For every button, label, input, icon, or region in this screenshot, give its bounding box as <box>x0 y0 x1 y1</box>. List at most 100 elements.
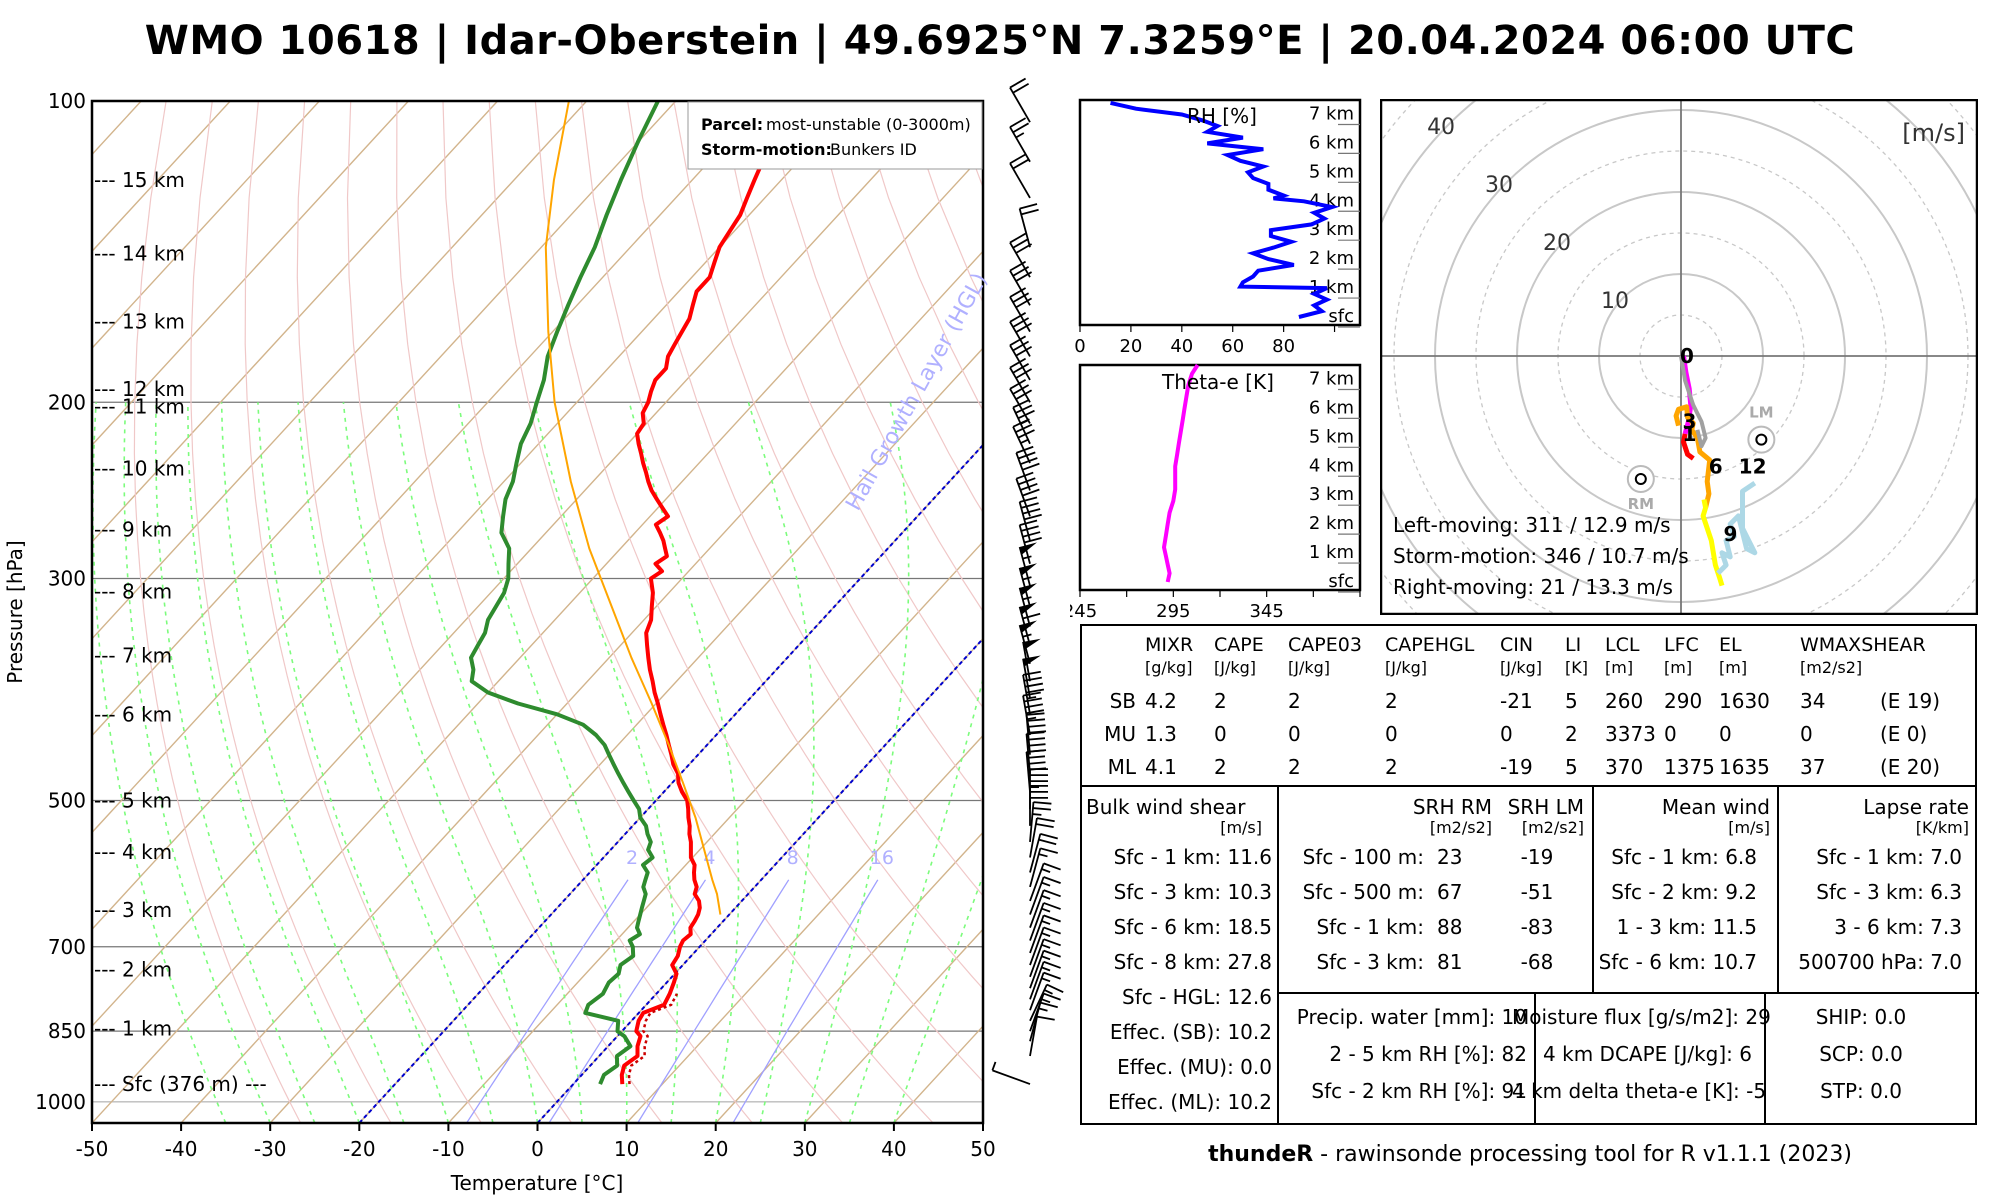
wind-barb <box>991 1061 1031 1085</box>
dry-adiabat <box>811 101 983 514</box>
mw-row: 1 - 3 km: 11.5 <box>1616 915 1757 939</box>
legend-storm-value: Bunkers ID <box>830 140 917 159</box>
mixing-ratio-label: 16 <box>870 847 894 869</box>
height-label: --- 12 km <box>94 377 185 401</box>
wind-barb <box>1009 232 1033 278</box>
panel-height-label: 5 km <box>1309 426 1354 447</box>
height-label: --- 10 km <box>94 457 185 481</box>
parcel-col-unit: [m2/s2] <box>1800 658 1863 677</box>
parcel-col-unit: [m] <box>1664 658 1693 677</box>
srh-lm-value: -68 <box>1520 950 1554 974</box>
panel-x-tick: 40 <box>1170 336 1193 357</box>
bulk-row: Sfc - 3 km: 10.3 <box>1113 880 1272 904</box>
bulk-row: Sfc - 6 km: 18.5 <box>1113 915 1272 939</box>
parcel-cell: 2 <box>1385 755 1398 779</box>
bulk-row: Effec. (ML): 10.2 <box>1107 1090 1272 1114</box>
wind-barb <box>1029 889 1061 929</box>
wind-barb <box>1015 471 1040 517</box>
hodo-segment <box>1716 481 1758 576</box>
parcel-cell: 2 <box>1565 722 1578 746</box>
parcel-cell: 3373 <box>1605 722 1656 746</box>
parcel-cell: 4.2 <box>1145 689 1177 713</box>
moist-adiabat <box>342 402 539 1123</box>
isotherm <box>804 928 983 1123</box>
dry-adiabat <box>488 101 934 1123</box>
chart-title: WMO 10618 | Idar-Oberstein | 49.6925°N 7… <box>144 18 1856 64</box>
x-tick-label: 0 <box>531 1137 544 1161</box>
moist-adiabat <box>893 873 983 1123</box>
dry-adiabat <box>190 101 392 1123</box>
x-tick-label: 30 <box>792 1137 817 1161</box>
hodo-ring-label: 10 <box>1601 289 1629 314</box>
hodo-unit-label: [m/s] <box>1902 119 1965 147</box>
x-tick-label: -50 <box>76 1137 109 1161</box>
panel-height-label: 2 km <box>1309 513 1354 534</box>
legend-parcel-value: most-unstable (0-3000m) <box>766 115 971 134</box>
parcel-cell: 1.3 <box>1145 722 1177 746</box>
x-tick-label: 40 <box>881 1137 906 1161</box>
dry-adiabat <box>580 101 983 990</box>
moist-row: Precip. water [mm]: 10 <box>1296 1005 1527 1029</box>
height-label: --- 5 km <box>94 789 172 813</box>
parcel-col-unit: [J/kg] <box>1288 658 1331 677</box>
flux-row: 4 km delta theta-e [K]: -5 <box>1512 1079 1767 1103</box>
x-tick-label: 10 <box>614 1137 639 1161</box>
panel-height-label: 4 km <box>1309 455 1354 476</box>
dewpoint-profile <box>469 101 660 1085</box>
wind-barb <box>1029 960 1061 1000</box>
flux-row: 4 km DCAPE [J/kg]: 6 <box>1543 1042 1752 1066</box>
footer: thundeR - rawinsonde processing tool for… <box>1080 1142 1980 1167</box>
rh-profile-line <box>1110 100 1340 319</box>
plot-frame <box>90 99 985 1125</box>
wind-barb <box>1018 203 1039 248</box>
moist-adiabat <box>747 402 815 1123</box>
mw-row: Sfc - 2 km: 9.2 <box>1611 880 1757 904</box>
parcel-cell: 370 <box>1605 755 1644 779</box>
panel-x-tick: 295 <box>1156 601 1190 622</box>
srh-row-label: Sfc - 500 m: <box>1302 880 1424 904</box>
y-tick-label: 300 <box>48 567 86 591</box>
bulk-shear-title: Bulk wind shear <box>1086 795 1246 819</box>
bulk-row: Sfc - HGL: 12.6 <box>1122 985 1272 1009</box>
storm-marker-rm <box>1626 465 1655 493</box>
parcel-cell: -19 <box>1500 755 1533 779</box>
moist-adiabat <box>457 402 628 1123</box>
height-label: --- Sfc (376 m) --- <box>94 1072 267 1096</box>
theta-e-panel: 7 km 6 km 5 km 4 km 3 km 2 km 1 km sfc 245 295 345… <box>1070 363 1362 622</box>
wind-barb <box>1029 971 1061 1011</box>
height-label: --- 15 km <box>94 168 185 192</box>
wind-barb <box>1029 847 1058 888</box>
wind-barb <box>1029 817 1055 858</box>
height-label: --- 14 km <box>94 241 185 265</box>
lr-row: Sfc - 1 km: 7.0 <box>1816 845 1962 869</box>
parcel-col-unit: [K] <box>1565 658 1588 677</box>
hodo-height-marker: 9 <box>1723 522 1737 546</box>
moist-row: 2 - 5 km RH [%]: 82 <box>1329 1042 1527 1066</box>
panel-height-label: 2 km <box>1309 248 1354 269</box>
wind-barb <box>1009 379 1033 424</box>
hodo-height-marker: 0 <box>1680 344 1694 368</box>
height-label: --- 8 km <box>94 579 172 603</box>
mixing-ratio-line <box>637 879 790 1123</box>
hodo-ring <box>1380 99 1978 615</box>
rh-title: RH [%] <box>1187 104 1257 128</box>
dry-adiabat <box>534 101 983 1083</box>
srh-rm-value: 88 <box>1437 915 1463 939</box>
height-label: --- 13 km <box>94 309 185 333</box>
parcel-cell: 0 <box>1719 722 1732 746</box>
legend-storm-label: Storm-motion: <box>701 140 832 159</box>
bulk-row: Effec. (MU): 0.0 <box>1117 1055 1272 1079</box>
wind-barb <box>1029 983 1064 1022</box>
bulk-row: Effec. (SB): 10.2 <box>1109 1020 1272 1044</box>
y-tick-label: 850 <box>48 1019 86 1043</box>
hodo-ring <box>1381 100 1977 614</box>
parcel-cell: 37 <box>1800 755 1826 779</box>
isotherm <box>92 101 588 640</box>
isotherm <box>92 153 983 1123</box>
panel-x-tick: 0 <box>1074 336 1085 357</box>
storm-marker-label: RM <box>1628 495 1654 513</box>
parcel-cell: 5 <box>1565 755 1578 779</box>
hodo-right-moving: Right-moving: 21 / 13.3 m/s <box>1393 575 1673 599</box>
panel-x-tick: 345 <box>1249 601 1283 622</box>
mw-row: Sfc - 6 km: 10.7 <box>1598 950 1757 974</box>
